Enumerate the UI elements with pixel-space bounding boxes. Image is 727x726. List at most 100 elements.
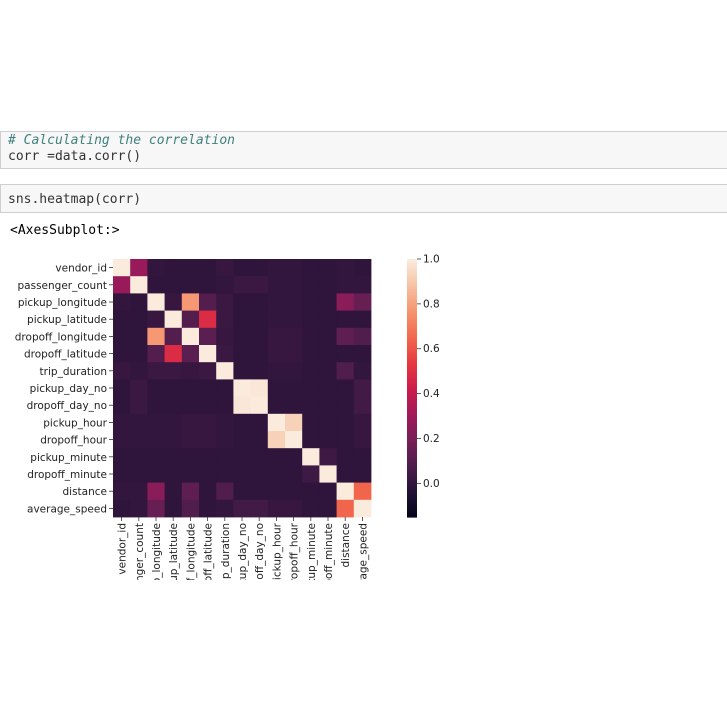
- heatmap-cell: [216, 431, 234, 449]
- colorbar-tick-label: 0.0: [423, 478, 440, 490]
- y-tick-label: pickup_latitude: [27, 314, 107, 326]
- colorbar-segment: [407, 366, 417, 370]
- heatmap-cell: [302, 379, 320, 397]
- colorbar-segment: [407, 271, 417, 275]
- heatmap-cell: [233, 396, 251, 415]
- heatmap-cell: [319, 362, 337, 380]
- colorbar-segment: [407, 342, 417, 346]
- heatmap-cell: [147, 362, 165, 380]
- colorbar-segment: [407, 411, 417, 415]
- heatmap-cell: [130, 327, 148, 346]
- colorbar-segment: [407, 478, 417, 482]
- heatmap-cell: [250, 276, 269, 294]
- colorbar-segment: [407, 407, 417, 411]
- heatmap-cell: [250, 310, 269, 329]
- colorbar-segment: [407, 379, 417, 383]
- heatmap-cell: [319, 379, 337, 397]
- colorbar-segment: [407, 269, 417, 273]
- heatmap-cell: [319, 276, 337, 294]
- heatmap-cell: [147, 482, 165, 501]
- colorbar-tick-label: 0.4: [423, 388, 440, 400]
- colorbar-segment: [407, 286, 417, 290]
- colorbar-segment: [407, 400, 417, 404]
- colorbar-segment: [407, 355, 417, 359]
- colorbar-segment: [407, 308, 417, 312]
- heatmap-cell: [216, 465, 234, 483]
- heatmap-cell: [181, 448, 200, 466]
- colorbar-segment: [407, 476, 417, 479]
- colorbar-segment: [407, 510, 417, 514]
- colorbar-tick-label: 0.6: [423, 343, 440, 355]
- colorbar-segment: [407, 336, 417, 340]
- heatmap-cell: [164, 276, 183, 294]
- heatmap-cell: [164, 293, 183, 311]
- heatmap-cell: [216, 345, 234, 363]
- heatmap-cell: [233, 482, 251, 501]
- code-line: corr =data.corr(): [8, 149, 142, 164]
- heatmap-cell: [164, 465, 183, 483]
- heatmap-cell: [130, 448, 148, 466]
- heatmap-cell: [130, 259, 148, 277]
- heatmap-cell: [353, 499, 372, 518]
- colorbar-segment: [407, 282, 417, 286]
- heatmap-cell: [181, 345, 200, 363]
- y-tick-label: dropoff_hour: [40, 435, 107, 447]
- heatmap-cell: [199, 276, 217, 294]
- colorbar-tick-label: 1.0: [423, 254, 440, 266]
- colorbar-segment: [407, 448, 417, 451]
- colorbar-segment: [407, 388, 417, 391]
- heatmap-cell: [113, 293, 131, 311]
- heatmap-cell: [181, 379, 200, 397]
- heatmap-cell: [199, 259, 217, 277]
- heatmap-cell: [285, 448, 303, 466]
- heatmap-cell: [181, 465, 200, 483]
- y-tick-label: pickup_hour: [43, 417, 107, 429]
- heatmap-cell: [250, 482, 269, 501]
- code-cell-heatmap[interactable]: sns.heatmap(corr): [0, 184, 727, 213]
- heatmap-cell: [130, 413, 148, 432]
- colorbar-segment: [407, 306, 417, 310]
- heatmap-cell: [285, 327, 303, 346]
- colorbar-segment: [407, 497, 417, 501]
- colorbar-segment: [407, 437, 417, 441]
- heatmap-cell: [267, 413, 286, 432]
- colorbar-segment: [407, 465, 417, 469]
- x-tick-label: pickup_day_no: [237, 523, 249, 580]
- heatmap-cell: [147, 499, 165, 518]
- colorbar-segment: [407, 469, 417, 473]
- heatmap-cell: [285, 259, 303, 277]
- heatmap-cell: [250, 431, 269, 449]
- y-tick-label: vendor_id: [55, 263, 107, 275]
- heatmap-cell: [181, 431, 200, 449]
- code-cell-correlation[interactable]: # Calculating the correlation corr =data…: [0, 131, 727, 169]
- colorbar-segment: [407, 512, 417, 516]
- x-tick-label: dropoff_day_no: [254, 523, 266, 580]
- heatmap-cell: [164, 396, 183, 415]
- heatmap-cell: [181, 396, 200, 415]
- heatmap-cell: [250, 499, 269, 518]
- heatmap-cell: [199, 379, 217, 397]
- heatmap-cell: [130, 362, 148, 380]
- colorbar-segment: [407, 413, 417, 417]
- heatmap-cell: [130, 431, 148, 449]
- x-tick-label: pickup_hour: [271, 522, 283, 580]
- heatmap-cell: [147, 465, 165, 483]
- colorbar-segment: [407, 338, 417, 342]
- heatmap-cell: [285, 293, 303, 311]
- colorbar-segment: [407, 345, 417, 348]
- heatmap-cell: [181, 310, 200, 329]
- colorbar-segment: [407, 377, 417, 380]
- heatmap-cell: [130, 379, 148, 397]
- heatmap-cell: [319, 499, 337, 518]
- heatmap-cell: [199, 327, 217, 346]
- heatmap-cell: [199, 413, 217, 432]
- heatmap-cell: [199, 362, 217, 380]
- heatmap-cell: [319, 396, 337, 415]
- colorbar-segment: [407, 422, 417, 426]
- heatmap-cell: [199, 499, 217, 518]
- colorbar-segment: [407, 489, 417, 492]
- colorbar-segment: [407, 454, 417, 458]
- heatmap-cell: [250, 379, 269, 397]
- heatmap-cell: [164, 310, 183, 329]
- heatmap-cell: [199, 345, 217, 363]
